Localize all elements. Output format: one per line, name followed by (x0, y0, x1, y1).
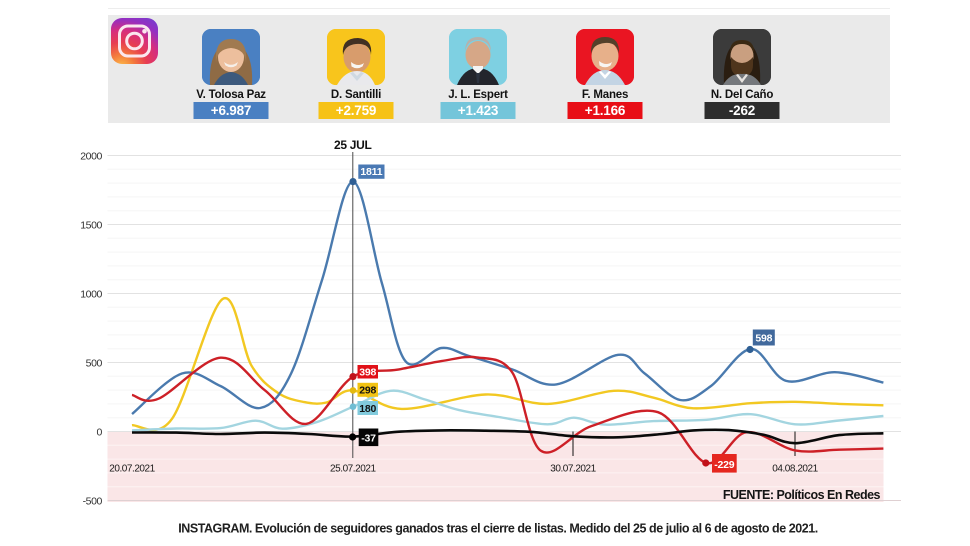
svg-text:25.07.2021: 25.07.2021 (330, 464, 376, 475)
svg-text:500: 500 (86, 358, 103, 370)
svg-text:FUENTE: Políticos En Redes: FUENTE: Políticos En Redes (723, 488, 881, 502)
svg-text:-229: -229 (714, 459, 735, 471)
svg-text:1500: 1500 (80, 220, 102, 232)
svg-text:-500: -500 (83, 496, 103, 508)
svg-text:25 JUL: 25 JUL (334, 138, 372, 152)
svg-text:INSTAGRAM. Evolución de seguid: INSTAGRAM. Evolución de seguidores ganad… (178, 522, 817, 536)
svg-text:1000: 1000 (80, 289, 102, 301)
svg-text:180: 180 (359, 403, 376, 415)
svg-text:20.07.2021: 20.07.2021 (109, 464, 155, 475)
svg-text:598: 598 (755, 333, 772, 345)
svg-text:2000: 2000 (80, 151, 102, 163)
svg-text:30.07.2021: 30.07.2021 (550, 464, 596, 475)
svg-text:298: 298 (359, 385, 376, 397)
svg-text:-37: -37 (361, 433, 376, 445)
svg-text:0: 0 (97, 427, 103, 439)
svg-text:04.08.2021: 04.08.2021 (772, 464, 818, 475)
svg-text:398: 398 (359, 366, 376, 378)
svg-text:1811: 1811 (360, 166, 382, 178)
